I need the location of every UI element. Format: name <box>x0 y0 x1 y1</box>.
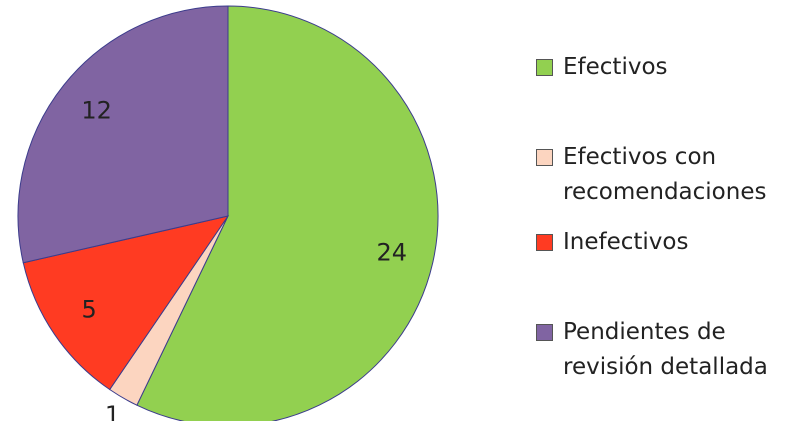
pie-slice <box>22 215 230 391</box>
legend-item: Efectivos con recomendaciones <box>536 140 801 210</box>
pie-slice <box>136 5 439 421</box>
pie-slice <box>17 5 229 264</box>
legend-swatch <box>536 59 553 76</box>
legend-swatch <box>536 234 553 251</box>
data-label: 5 <box>82 296 97 324</box>
pie-area: 24 1 5 12 <box>17 5 439 421</box>
legend-label: Efectivos <box>563 54 668 80</box>
data-label: 24 <box>377 238 408 266</box>
legend-label: Efectivos con recomendaciones <box>563 144 767 205</box>
legend-swatch <box>536 149 553 166</box>
data-label: 1 <box>105 401 120 421</box>
legend-item: Inefectivos <box>536 225 801 260</box>
data-label: 12 <box>81 96 112 124</box>
legend-item: Efectivos <box>536 50 801 85</box>
legend-swatch <box>536 324 553 341</box>
legend-label: Inefectivos <box>563 229 689 255</box>
legend-label: Pendientes de revisión detallada <box>563 319 768 380</box>
legend-item: Pendientes de revisión detallada <box>536 315 801 385</box>
